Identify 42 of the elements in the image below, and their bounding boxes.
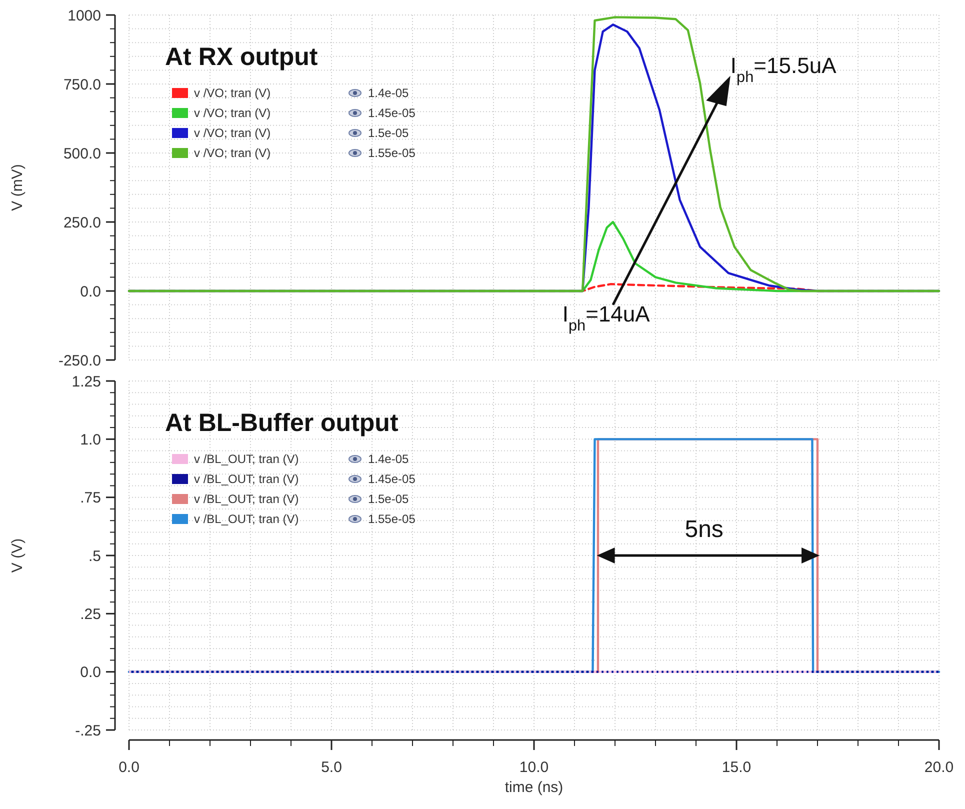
y-tick-label: 0.0 [80, 664, 101, 682]
y-tick-label: 0.0 [80, 283, 101, 300]
x-tick-label: 0.0 [118, 759, 140, 776]
y-tick-label: .5 [88, 548, 101, 565]
annotation: 1.5e-05 [368, 126, 410, 140]
annotation: 1.45e-05 [368, 472, 416, 486]
legend-label: v /VO; tran (V) [194, 106, 271, 120]
y-tick-label: .25 [80, 606, 101, 623]
x-tick-label: 20.0 [924, 759, 954, 776]
y-tick-label: 1000 [68, 7, 101, 24]
annotation: 1.55e-05 [368, 146, 416, 160]
annotation: 1.5e-05 [368, 492, 410, 506]
y-tick-label: 1.0 [80, 431, 101, 448]
annotation: 1.4e-05 [368, 452, 410, 466]
y-tick-label: 250.0 [63, 214, 101, 232]
annotation: 1.45e-05 [368, 106, 416, 120]
y-axis-title: V (V) [9, 538, 26, 573]
annotation: 1.55e-05 [368, 512, 416, 526]
legend-label: v /BL_OUT; tran (V) [194, 492, 299, 506]
y-tick-label: 500.0 [63, 145, 101, 162]
annotation: I$_{ph}$=14uA [562, 301, 650, 334]
text: At BL-Buffer output [165, 409, 399, 437]
y-tick-label: -250.0 [58, 352, 101, 370]
legend-label: v /BL_OUT; tran (V) [194, 472, 299, 486]
x-tick-label: 10.0 [519, 759, 549, 776]
legend-label: v /VO; tran (V) [194, 126, 271, 140]
x-tick-label: 5.0 [321, 759, 342, 776]
y-axis-title: V (mV) [9, 164, 26, 211]
x-axis-title: time (ns) [504, 779, 564, 796]
annotation: 1.4e-05 [368, 86, 410, 100]
y-tick-label: -.25 [75, 722, 101, 740]
legend-label: v /VO; tran (V) [194, 86, 271, 100]
y-tick-label: 750.0 [63, 76, 101, 94]
text: At RX output [165, 43, 318, 71]
annotation: 5ns [684, 516, 724, 543]
legend-label: v /BL_OUT; tran (V) [194, 452, 299, 466]
y-tick-label: .75 [80, 490, 101, 507]
legend-label: v /BL_OUT; tran (V) [194, 512, 299, 526]
y-tick-label: 1.25 [72, 373, 101, 390]
legend-label: v /VO; tran (V) [194, 146, 271, 160]
x-tick-label: 15.0 [722, 759, 752, 776]
annotation: I$_{ph}$=15.5uA [730, 52, 837, 86]
